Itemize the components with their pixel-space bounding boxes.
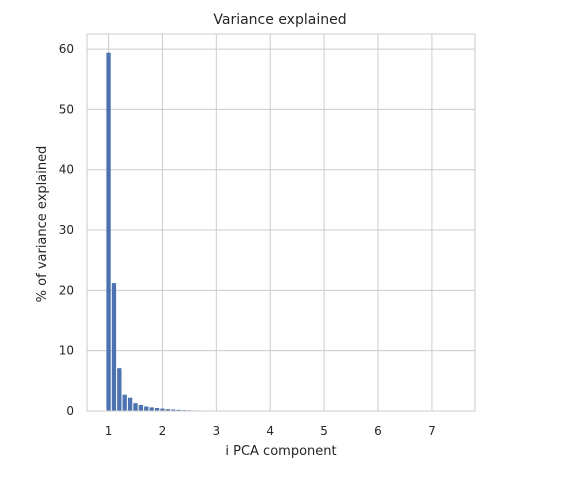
bar bbox=[154, 407, 160, 411]
x-tick-label: 6 bbox=[374, 424, 382, 438]
y-tick-label: 60 bbox=[59, 42, 74, 56]
y-tick-label: 10 bbox=[59, 344, 74, 358]
x-axis-label: i PCA component bbox=[225, 444, 336, 459]
bar bbox=[127, 397, 133, 411]
x-tick-label: 4 bbox=[266, 424, 274, 438]
bar bbox=[165, 409, 170, 411]
x-tick-label: 3 bbox=[213, 424, 221, 438]
y-tick-label: 40 bbox=[59, 163, 74, 177]
bar bbox=[106, 52, 111, 412]
tick-layer: 1 2 3 4 5 6 7 0 10 20 30 40 50 60 bbox=[59, 42, 436, 438]
bar bbox=[138, 404, 144, 411]
y-tick-label: 50 bbox=[59, 102, 74, 116]
bar bbox=[144, 406, 149, 411]
grid-layer bbox=[87, 34, 475, 412]
bar-layer bbox=[106, 52, 219, 412]
bar bbox=[133, 403, 138, 411]
bar bbox=[117, 368, 122, 411]
bar bbox=[176, 409, 181, 411]
plot-frame bbox=[86, 33, 476, 412]
x-tick-label: 2 bbox=[159, 424, 167, 438]
x-tick-label: 5 bbox=[320, 424, 328, 438]
bar bbox=[111, 283, 117, 411]
bar bbox=[122, 394, 127, 411]
bar bbox=[171, 409, 176, 411]
y-axis-label: % of variance explained bbox=[35, 146, 50, 303]
bar bbox=[149, 407, 154, 411]
chart-title: Variance explained bbox=[213, 12, 346, 28]
y-tick-label: 0 bbox=[66, 404, 74, 418]
x-tick-label: 7 bbox=[428, 424, 436, 438]
y-tick-label: 30 bbox=[59, 223, 74, 237]
x-tick-label: 1 bbox=[105, 424, 113, 438]
y-tick-label: 20 bbox=[59, 283, 74, 297]
bar bbox=[160, 408, 165, 411]
